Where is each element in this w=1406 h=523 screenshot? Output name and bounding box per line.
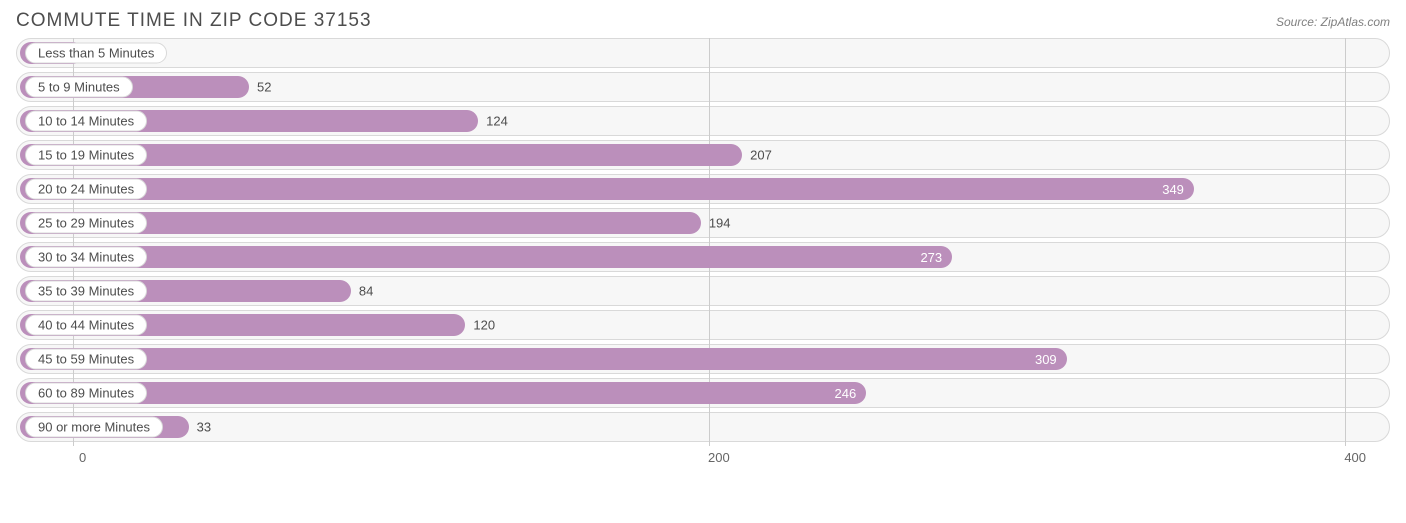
bar-row: 246 60 to 89 Minutes bbox=[16, 378, 1390, 408]
category-label: 10 to 14 Minutes bbox=[25, 111, 147, 132]
bar-row: 207 15 to 19 Minutes bbox=[16, 140, 1390, 170]
bar-value: 246 bbox=[835, 386, 857, 401]
bar-value: 349 bbox=[1162, 182, 1184, 197]
bar: 273 bbox=[20, 246, 952, 268]
chart-title: COMMUTE TIME IN ZIP CODE 37153 bbox=[16, 10, 372, 32]
chart-header: COMMUTE TIME IN ZIP CODE 37153 Source: Z… bbox=[6, 10, 1400, 38]
bar-row: 309 45 to 59 Minutes bbox=[16, 344, 1390, 374]
bar-row: 194 25 to 29 Minutes bbox=[16, 208, 1390, 238]
bar-row: 33 90 or more Minutes bbox=[16, 412, 1390, 442]
category-label: 15 to 19 Minutes bbox=[25, 145, 147, 166]
bar-value: 124 bbox=[486, 114, 508, 129]
x-axis-tick-label: 200 bbox=[708, 450, 730, 465]
x-axis-tick-label: 400 bbox=[1344, 450, 1366, 465]
bar-value: 273 bbox=[920, 250, 942, 265]
x-axis: 0 200 400 bbox=[16, 446, 1390, 470]
category-label: 30 to 34 Minutes bbox=[25, 247, 147, 268]
bar-row: 120 40 to 44 Minutes bbox=[16, 310, 1390, 340]
bar-value: 120 bbox=[473, 318, 495, 333]
bar-value: 194 bbox=[709, 216, 731, 231]
category-label: 60 to 89 Minutes bbox=[25, 383, 147, 404]
category-label: 35 to 39 Minutes bbox=[25, 281, 147, 302]
x-axis-tick-label: 0 bbox=[79, 450, 86, 465]
category-label: 40 to 44 Minutes bbox=[25, 315, 147, 336]
category-label: 5 to 9 Minutes bbox=[25, 77, 133, 98]
chart-source: Source: ZipAtlas.com bbox=[1276, 15, 1390, 29]
bar-row: 0Less than 5 Minutes bbox=[16, 38, 1390, 68]
bar-value: 207 bbox=[750, 148, 772, 163]
bar-row: 124 10 to 14 Minutes bbox=[16, 106, 1390, 136]
category-label: 20 to 24 Minutes bbox=[25, 179, 147, 200]
bar-row: 349 20 to 24 Minutes bbox=[16, 174, 1390, 204]
bar-value: 52 bbox=[257, 80, 271, 95]
chart-container: COMMUTE TIME IN ZIP CODE 37153 Source: Z… bbox=[0, 0, 1406, 523]
category-label: 45 to 59 Minutes bbox=[25, 349, 147, 370]
bar-row: 52 5 to 9 Minutes bbox=[16, 72, 1390, 102]
bar-row: 84 35 to 39 Minutes bbox=[16, 276, 1390, 306]
bar-value: 33 bbox=[197, 420, 211, 435]
bar-value: 309 bbox=[1035, 352, 1057, 367]
category-label: 90 or more Minutes bbox=[25, 417, 163, 438]
bars-area: 0Less than 5 Minutes525 to 9 Minutes1241… bbox=[6, 38, 1400, 446]
grid-line bbox=[1345, 38, 1346, 446]
category-label: Less than 5 Minutes bbox=[25, 43, 167, 64]
bar-value: 84 bbox=[359, 284, 373, 299]
bar-row: 273 30 to 34 Minutes bbox=[16, 242, 1390, 272]
bar: 349 bbox=[20, 178, 1194, 200]
category-label: 25 to 29 Minutes bbox=[25, 213, 147, 234]
bar: 309 bbox=[20, 348, 1067, 370]
